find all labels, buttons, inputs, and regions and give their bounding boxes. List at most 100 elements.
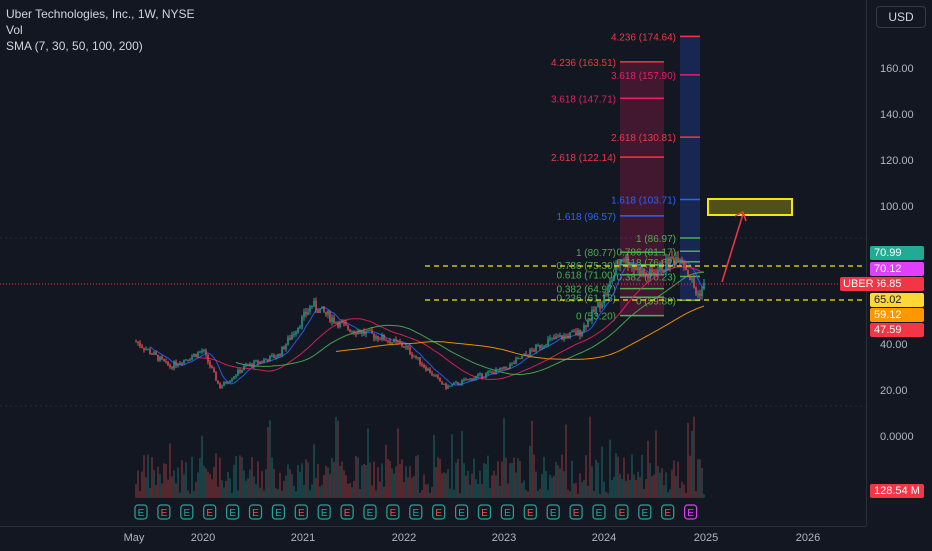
volume-bar <box>261 471 263 498</box>
volume-bar <box>479 470 481 498</box>
candle-body <box>697 293 699 295</box>
volume-bar <box>419 493 421 498</box>
candle-body <box>547 339 549 346</box>
volume-bar <box>495 475 497 498</box>
fibonacci-extensions[interactable]: 4.236 (163.51) 3.618 (147.71) 2.618 (122.1… <box>551 32 700 323</box>
candle-body <box>407 346 409 348</box>
candle-body <box>455 382 457 384</box>
volume-bar <box>647 440 649 498</box>
earnings-marker-label: E <box>504 508 511 519</box>
price-axis[interactable] <box>866 0 932 526</box>
candle-body <box>649 269 651 279</box>
candle-body <box>549 338 551 340</box>
volume-bar <box>689 455 691 498</box>
candle-body <box>203 350 205 352</box>
earnings-marker <box>386 504 400 520</box>
candle-body <box>247 365 249 367</box>
sma-legend[interactable]: SMA (7, 30, 50, 100, 200) <box>6 39 143 53</box>
earnings-marker-label: E <box>641 508 648 519</box>
volume-bar <box>463 463 465 498</box>
price-tick: 160.00 <box>880 63 914 75</box>
volume-bar <box>701 467 703 498</box>
fib-label-left: 0.618 (71.00) <box>557 271 617 282</box>
candle-body <box>673 258 675 265</box>
volume-bar <box>349 482 351 498</box>
volume-bar <box>489 488 491 498</box>
price-chart[interactable]: 4.236 (163.51) 3.618 (147.71) 2.618 (122.1… <box>0 0 866 526</box>
time-label: 2021 <box>290 532 316 544</box>
candle-body <box>365 331 367 334</box>
volume-bar <box>697 459 699 498</box>
candle-body <box>175 361 177 366</box>
volume-bar <box>205 468 207 498</box>
price-tag-sma: 70.12 <box>870 262 924 276</box>
earnings-marker <box>180 504 194 520</box>
volume-bar <box>415 456 417 498</box>
volume-bar <box>413 476 415 498</box>
price-tick: 40.00 <box>880 339 908 351</box>
volume-bar <box>485 464 487 498</box>
volume-bar <box>497 461 499 498</box>
volume-bar <box>599 493 601 498</box>
fib-label-left: 1.618 (96.57) <box>557 212 617 223</box>
candle-body <box>329 311 331 322</box>
time-axis[interactable] <box>0 526 866 551</box>
candle-body <box>317 310 319 314</box>
volume-bar <box>273 468 275 498</box>
candle-body <box>185 359 187 361</box>
volume-bar <box>503 418 505 498</box>
target-zone-box[interactable] <box>707 198 793 216</box>
volume-legend[interactable]: Vol <box>6 23 23 37</box>
currency-button[interactable]: USD <box>876 6 926 28</box>
candle-body <box>475 376 477 379</box>
volume-bar <box>179 492 181 498</box>
candle-body <box>677 257 679 263</box>
candle-body <box>627 256 629 267</box>
volume-bar <box>299 472 301 498</box>
volume-bar <box>563 471 565 498</box>
sma-line <box>195 266 705 381</box>
candle-body <box>361 330 363 334</box>
volume-bar <box>529 445 531 498</box>
candle-body <box>397 340 399 343</box>
candle-body <box>139 342 141 347</box>
chart-area[interactable]: 4.236 (163.51) 3.618 (147.71) 2.618 (122.1… <box>0 0 866 526</box>
candle-body <box>635 268 637 270</box>
volume-bar <box>143 455 145 498</box>
candle-body <box>457 382 459 385</box>
earnings-marker <box>523 504 537 520</box>
volume-bar <box>185 462 187 498</box>
volume-bar <box>345 475 347 498</box>
volume-bar <box>637 471 639 498</box>
candle-body <box>253 361 255 367</box>
volume-bar <box>653 474 655 498</box>
candle-body <box>651 269 653 273</box>
candle-body <box>347 325 349 330</box>
candle-body <box>353 330 355 333</box>
volume-bar <box>625 480 627 498</box>
volume-bar <box>383 486 385 498</box>
candle-body <box>529 349 531 357</box>
earnings-marker <box>157 504 171 520</box>
candle-body <box>311 305 313 307</box>
candle-body <box>497 369 499 371</box>
candle-body <box>439 377 441 382</box>
earnings-marker-label: E <box>183 508 190 519</box>
projection-arrow[interactable] <box>721 210 747 283</box>
level-lines[interactable] <box>425 265 866 301</box>
price-tag-sma: 47.59 <box>870 323 924 337</box>
volume-bar <box>403 482 405 498</box>
price-tag-current: 66.85 <box>870 277 924 291</box>
candle-body <box>505 366 507 369</box>
candle-body <box>327 311 329 315</box>
candle-body <box>493 372 495 375</box>
volume-bar <box>271 457 273 498</box>
symbol-title[interactable]: Uber Technologies, Inc., 1W, NYSE <box>6 7 195 21</box>
candle-body <box>447 386 449 389</box>
earnings-marker-label: E <box>664 508 671 519</box>
candle-body <box>211 366 213 369</box>
candle-body <box>229 380 231 383</box>
volume-bar <box>365 464 367 498</box>
volume-bar <box>321 484 323 498</box>
